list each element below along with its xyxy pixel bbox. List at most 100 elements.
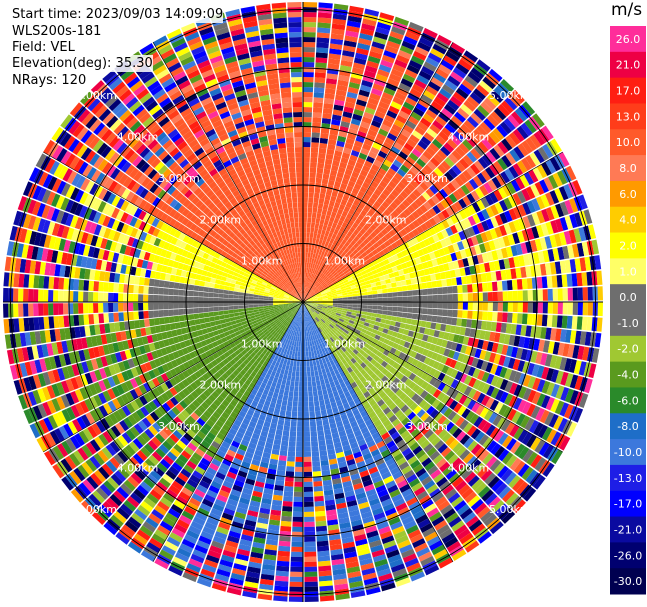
velocity-gate <box>388 150 398 159</box>
velocity-gate <box>264 483 275 490</box>
velocity-gate <box>549 355 558 368</box>
velocity-gate <box>398 351 406 359</box>
velocity-gate <box>396 311 403 318</box>
velocity-gate <box>392 297 398 302</box>
velocity-gate <box>303 237 307 243</box>
velocity-gate <box>330 348 336 354</box>
velocity-gate <box>547 302 553 314</box>
velocity-gate <box>306 311 310 316</box>
velocity-gate <box>330 370 336 377</box>
velocity-gate <box>290 571 303 577</box>
velocity-gate <box>386 244 394 252</box>
velocity-gate <box>489 147 501 160</box>
velocity-gate <box>357 298 363 302</box>
velocity-gate <box>587 224 597 240</box>
velocity-gate <box>446 182 457 193</box>
velocity-gate <box>396 252 404 259</box>
velocity-gate <box>357 130 367 139</box>
velocity-gate <box>367 291 373 295</box>
velocity-gate <box>418 240 427 249</box>
velocity-gate <box>473 144 485 157</box>
velocity-gate <box>313 87 325 94</box>
velocity-gate <box>346 366 353 374</box>
velocity-gate <box>292 320 296 326</box>
velocity-gate <box>439 528 453 540</box>
velocity-gate <box>478 434 490 446</box>
velocity-gate <box>380 59 394 69</box>
velocity-gate <box>312 279 316 285</box>
velocity-gate <box>328 317 334 321</box>
velocity-gate <box>364 213 372 221</box>
velocity-gate <box>393 397 402 406</box>
velocity-gate <box>442 484 455 496</box>
velocity-gate <box>348 319 355 325</box>
velocity-gate <box>261 456 270 464</box>
velocity-gate <box>312 335 316 341</box>
velocity-gate <box>408 501 421 511</box>
velocity-gate <box>488 240 496 251</box>
velocity-gate <box>376 351 383 358</box>
velocity-gate <box>324 494 335 501</box>
velocity-gate <box>363 333 370 340</box>
velocity-gate <box>380 146 390 155</box>
velocity-gate <box>359 84 372 93</box>
velocity-gate <box>352 307 358 311</box>
velocity-gate <box>295 451 303 457</box>
velocity-gate <box>357 275 364 281</box>
velocity-gate <box>403 255 411 263</box>
velocity-gate <box>458 58 473 71</box>
velocity-gate <box>335 497 346 505</box>
velocity-gate <box>331 311 337 315</box>
velocity-gate <box>421 247 429 255</box>
velocity-gate <box>452 334 460 343</box>
velocity-gate <box>489 427 501 440</box>
velocity-gate <box>331 222 338 229</box>
velocity-gate <box>426 245 434 253</box>
velocity-gate <box>368 387 376 395</box>
velocity-gate <box>458 83 472 96</box>
velocity-gate <box>307 302 313 304</box>
velocity-gate <box>467 226 476 237</box>
velocity-gate <box>330 250 336 256</box>
velocity-gate <box>319 595 335 602</box>
velocity-gate <box>371 286 378 291</box>
velocity-gate <box>329 216 335 223</box>
velocity-gate <box>196 577 212 588</box>
velocity-gate <box>362 224 370 232</box>
velocity-gate <box>453 201 463 212</box>
velocity-gate <box>452 302 458 310</box>
velocity-gate <box>303 92 313 98</box>
velocity-gate <box>347 266 354 272</box>
velocity-gate <box>353 235 360 243</box>
velocity-gate <box>553 415 564 431</box>
velocity-gate <box>532 113 545 128</box>
velocity-gate <box>266 534 279 541</box>
velocity-gate <box>317 259 322 266</box>
velocity-gate <box>391 26 406 36</box>
velocity-gate <box>353 266 360 272</box>
velocity-gate <box>318 359 324 365</box>
velocity-gate <box>262 388 269 396</box>
velocity-gate <box>315 415 322 422</box>
velocity-gate <box>427 236 436 245</box>
velocity-gate <box>260 573 275 581</box>
velocity-gate <box>286 349 291 356</box>
velocity-gate <box>331 263 337 269</box>
velocity-gate <box>433 153 444 164</box>
velocity-gate <box>481 252 489 263</box>
velocity-gate <box>350 519 363 527</box>
velocity-gate <box>398 327 405 334</box>
velocity-gate <box>305 306 309 311</box>
velocity-gate <box>303 152 311 158</box>
velocity-gate <box>496 343 504 355</box>
velocity-gate <box>368 411 377 419</box>
velocity-gate <box>355 492 367 500</box>
velocity-gate <box>328 267 333 273</box>
velocity-gate <box>319 585 334 592</box>
velocity-gate <box>499 121 512 135</box>
velocity-gate <box>379 212 388 221</box>
velocity-gate <box>323 489 334 496</box>
velocity-gate <box>345 454 354 462</box>
velocity-gate <box>364 318 371 324</box>
velocity-gate <box>380 265 387 272</box>
